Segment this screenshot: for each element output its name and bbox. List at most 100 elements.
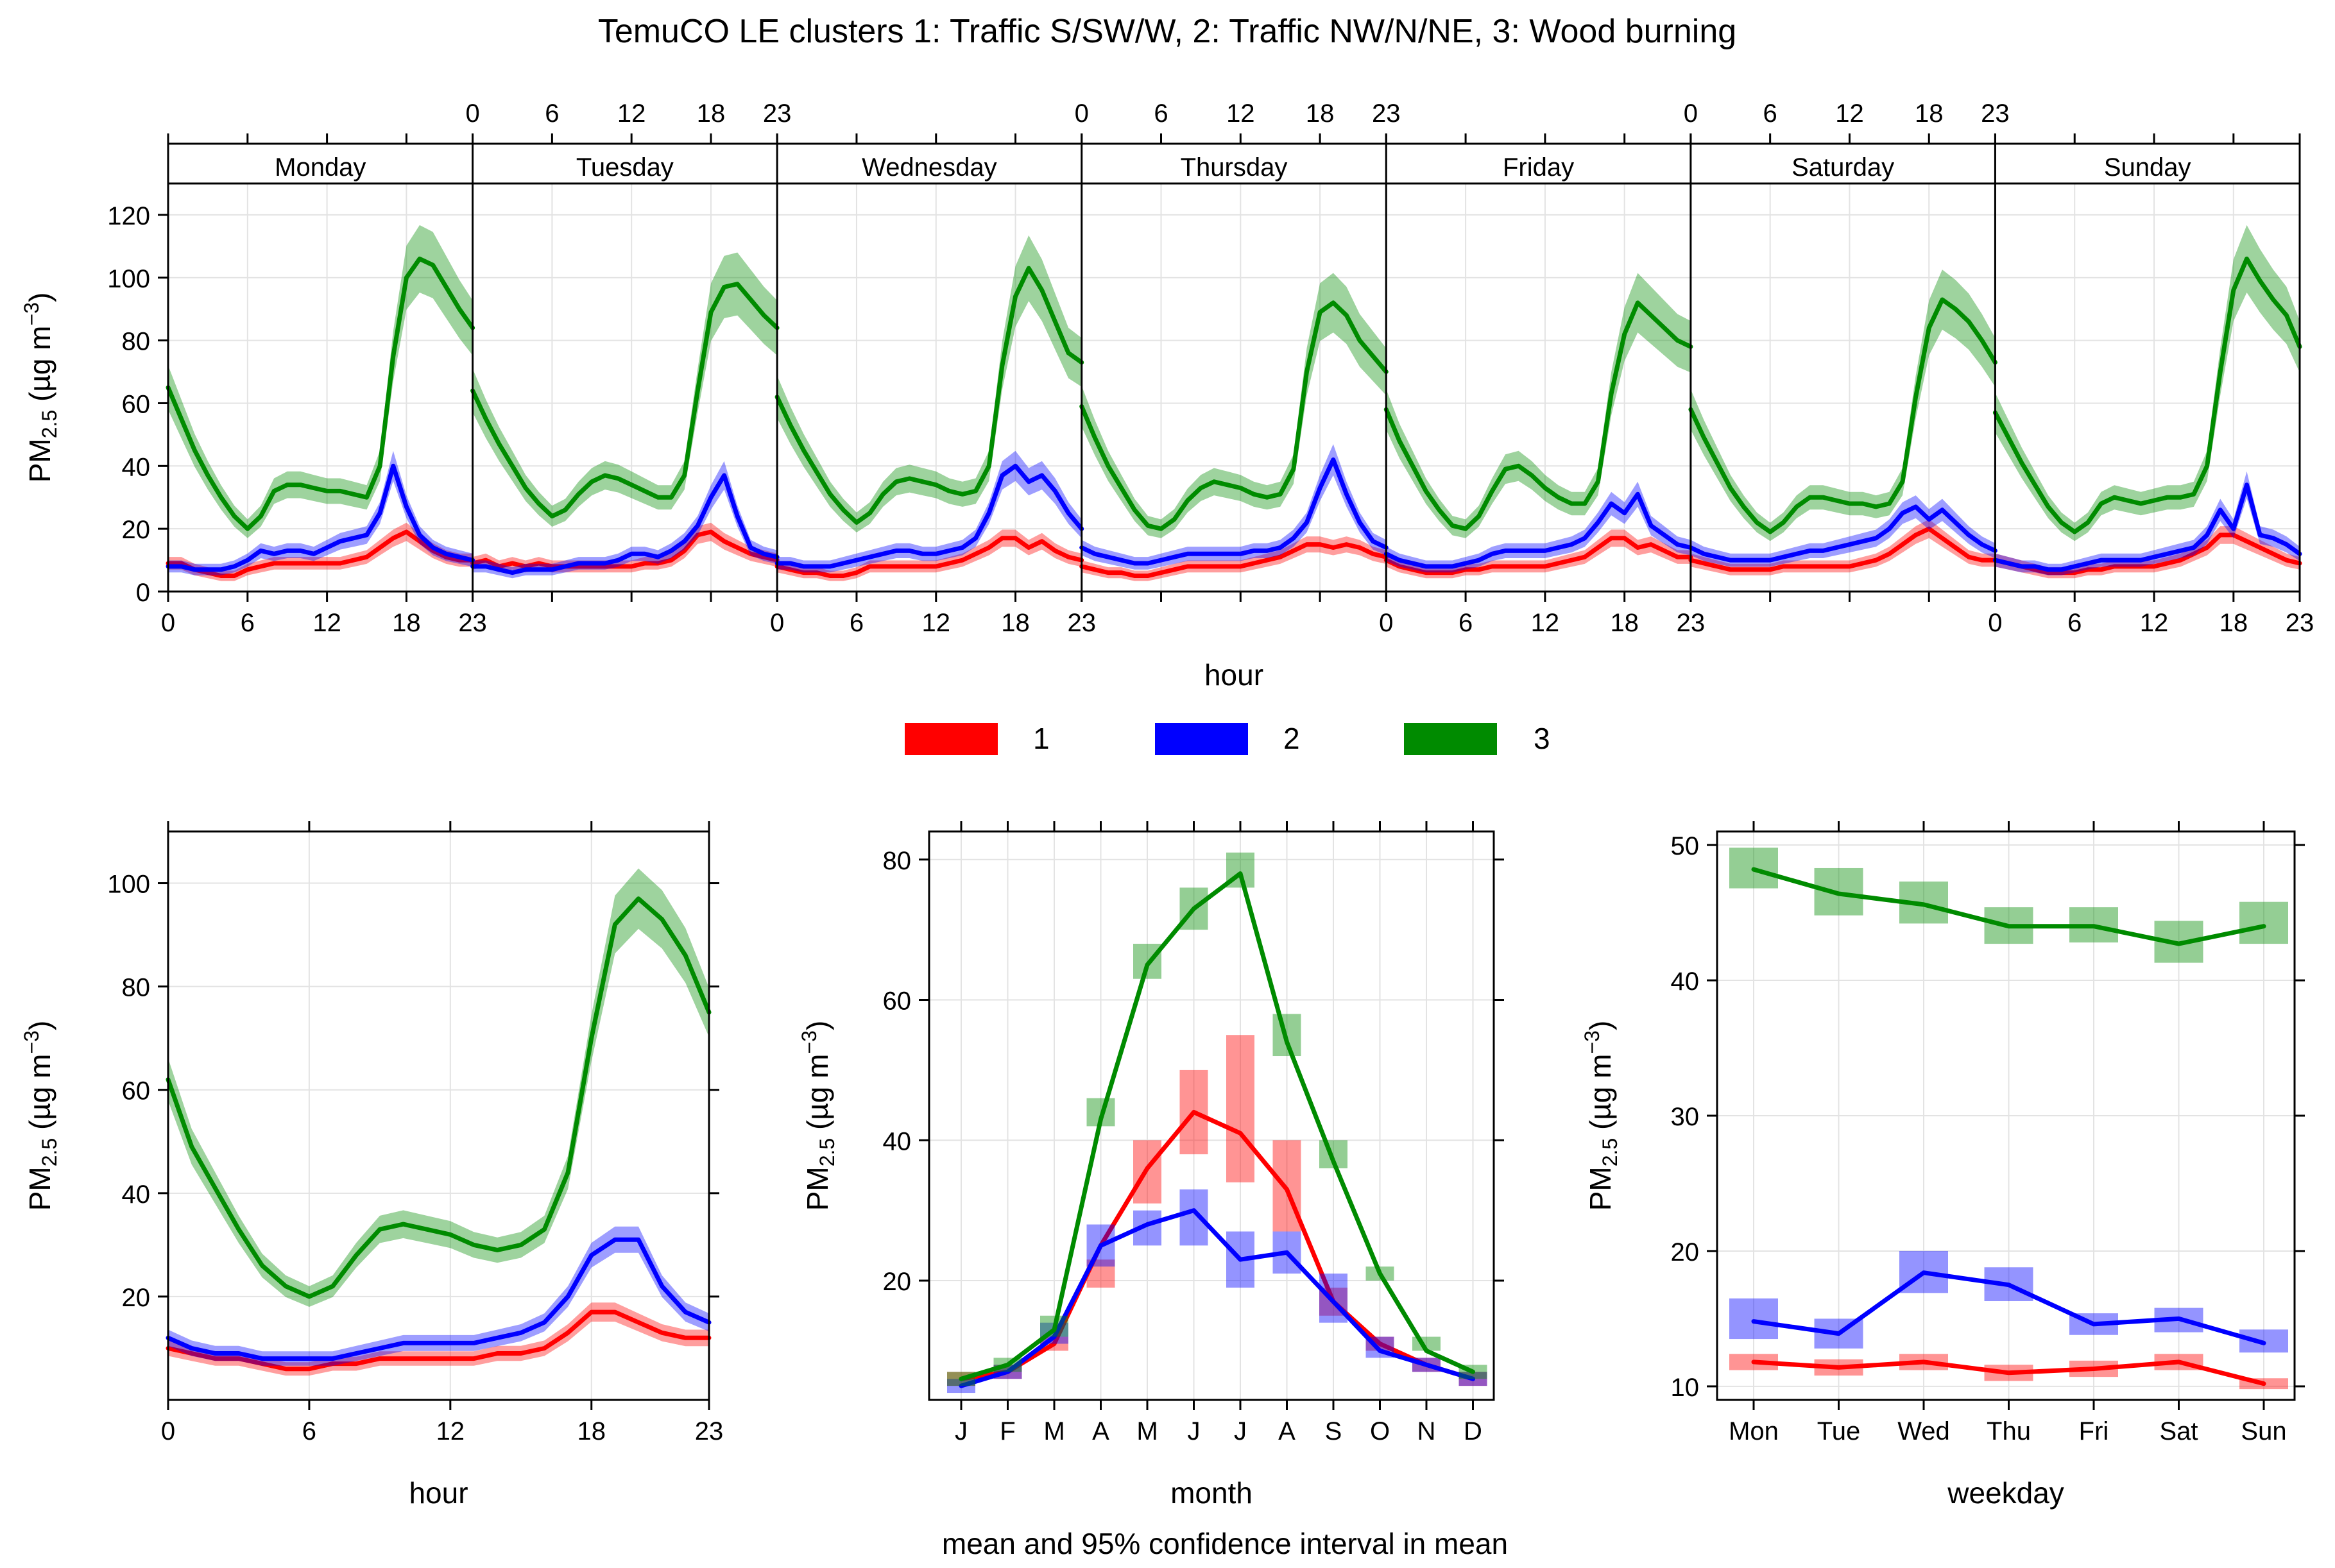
x-tick-label: 18 xyxy=(1001,609,1030,637)
x-tick-label: 0 xyxy=(161,1417,175,1445)
x-tick-label: 6 xyxy=(2067,609,2082,637)
y-axis-label: PM2.5 (µg m−3) xyxy=(20,1021,61,1211)
line-series-1 xyxy=(959,1110,1475,1381)
y-tick-label: 20 xyxy=(122,1284,151,1312)
line-series-3 xyxy=(1751,867,2266,946)
x-tick-label: 18 xyxy=(1610,609,1639,637)
legend-swatch-3 xyxy=(1404,723,1497,755)
y-tick-label: 40 xyxy=(122,1180,151,1209)
y-tick-label: 80 xyxy=(883,847,912,875)
ci-bar-series-2 xyxy=(1729,1298,1778,1340)
line-series-2-saturday xyxy=(1688,504,1997,563)
ci-ribbon-series-3 xyxy=(777,235,1082,533)
x-tick-label: F xyxy=(1000,1417,1015,1445)
x-tick-label: 0 xyxy=(1684,99,1698,128)
line-series-2-friday xyxy=(1383,491,1693,569)
ci-bar-series-2 xyxy=(1179,1189,1208,1246)
line-series-3 xyxy=(166,896,712,1299)
x-tick-label: 12 xyxy=(1531,609,1560,637)
line-series-2 xyxy=(959,1208,1475,1388)
y-axis-label: PM2.5 (µg m−3) xyxy=(1580,1021,1621,1211)
strip-label-saturday: Saturday xyxy=(1792,153,1894,182)
x-tick-label: 6 xyxy=(241,609,255,637)
ci-ribbon-series-1 xyxy=(1081,536,1387,581)
x-tick-label: 6 xyxy=(1458,609,1473,637)
x-tick-label: 12 xyxy=(312,609,341,637)
panel-frame xyxy=(167,142,2301,593)
x-tick-label: 12 xyxy=(617,99,646,128)
x-tick-label: 0 xyxy=(1988,609,2002,637)
line-series-3 xyxy=(959,871,1475,1381)
y-tick-label: 60 xyxy=(122,1077,151,1105)
x-tick-label: 18 xyxy=(697,99,726,128)
legend-swatch-2 xyxy=(1155,723,1248,755)
y-tick-label: 50 xyxy=(1671,832,1700,860)
x-tick-label: Wed xyxy=(1897,1417,1950,1445)
ci-ribbon-series-3 xyxy=(1081,273,1387,538)
legend-label-1: 1 xyxy=(1033,722,1050,755)
x-tick-label: N xyxy=(1417,1417,1436,1445)
x-axis-label: hour xyxy=(1204,658,1263,692)
x-tick-label: Sat xyxy=(2159,1417,2198,1445)
x-tick-label: 0 xyxy=(770,609,784,637)
x-tick-label: 0 xyxy=(465,99,479,128)
x-axis-label: hour xyxy=(409,1476,468,1510)
line-series-3-sunday xyxy=(1992,256,2302,534)
x-tick-label: 0 xyxy=(161,609,175,637)
y-tick-label: 100 xyxy=(107,265,150,293)
line-series-1 xyxy=(166,1309,712,1372)
line-series-2-monday xyxy=(166,463,475,572)
ci-bar-series-1 xyxy=(1226,1035,1254,1182)
x-axis-label: month xyxy=(1170,1476,1253,1510)
ci-ribbon-series-1 xyxy=(1995,526,2300,579)
y-tick-label: 10 xyxy=(1671,1374,1700,1402)
strip-label-monday: Monday xyxy=(275,153,366,182)
y-tick-label: 20 xyxy=(122,516,151,544)
line-series-2-sunday xyxy=(1992,482,2302,572)
y-tick-label: 20 xyxy=(883,1268,912,1296)
panel-frame xyxy=(928,830,1495,1401)
ci-bar-series-3 xyxy=(2239,901,2288,944)
chart-footer: mean and 95% confidence interval in mean xyxy=(942,1527,1508,1560)
line-series-1-tuesday xyxy=(470,529,780,569)
strip-label-wednesday: Wednesday xyxy=(862,153,997,182)
x-tick-label: J xyxy=(1234,1417,1247,1445)
y-tick-label: 100 xyxy=(107,871,150,899)
line-series-2 xyxy=(1751,1270,2266,1345)
panel-hour-weekday: Monday Tuesday Wednesday Thursday Friday Satu… xyxy=(20,99,2314,692)
line-series-3-thursday xyxy=(1079,300,1389,531)
x-tick-label: 6 xyxy=(302,1417,316,1445)
y-tick-label: 40 xyxy=(122,453,151,481)
line-series-1-saturday xyxy=(1688,526,1997,572)
y-axis-label: PM2.5 (µg m−3) xyxy=(20,293,61,483)
line-series-3-saturday xyxy=(1688,297,1997,534)
chart-title: TemuCO LE clusters 1: Traffic S/SW/W, 2:… xyxy=(598,13,1736,50)
line-series-3-monday xyxy=(166,256,475,531)
x-tick-label: O xyxy=(1370,1417,1390,1445)
line-series-1-friday xyxy=(1383,536,1693,575)
panel-weekday: 10 20 30 40 50 Mon Tue Wed Thu Fri Sat Sun weekday PM… xyxy=(1580,821,2305,1510)
x-tick-label: M xyxy=(1043,1417,1065,1445)
x-tick-label: Mon xyxy=(1729,1417,1779,1445)
x-tick-label: Sun xyxy=(2241,1417,2286,1445)
x-tick-label: D xyxy=(1464,1417,1482,1445)
x-tick-label: 23 xyxy=(2286,609,2314,637)
x-tick-label: 23 xyxy=(763,99,792,128)
x-tick-label: 6 xyxy=(850,609,864,637)
strip-label-tuesday: Tuesday xyxy=(576,153,674,182)
x-axis-label: weekday xyxy=(1947,1476,2064,1510)
ci-ribbon-series-2 xyxy=(1690,495,1996,567)
x-tick-label: 23 xyxy=(695,1417,724,1445)
y-tick-label: 30 xyxy=(1671,1103,1700,1131)
y-tick-label: 80 xyxy=(122,974,151,1002)
ci-ribbon-series-1 xyxy=(168,1302,709,1376)
ci-ribbon-series-3 xyxy=(168,225,473,538)
line-series-1-sunday xyxy=(1992,533,2302,575)
ci-ribbon-series-1 xyxy=(777,529,1082,581)
y-tick-label: 80 xyxy=(122,328,151,356)
x-tick-label: J xyxy=(955,1417,968,1445)
x-tick-label: 6 xyxy=(1154,99,1168,128)
legend: 1 2 3 xyxy=(905,722,1550,755)
line-series-1-thursday xyxy=(1079,542,1389,578)
line-series-2-wednesday xyxy=(774,463,1084,569)
